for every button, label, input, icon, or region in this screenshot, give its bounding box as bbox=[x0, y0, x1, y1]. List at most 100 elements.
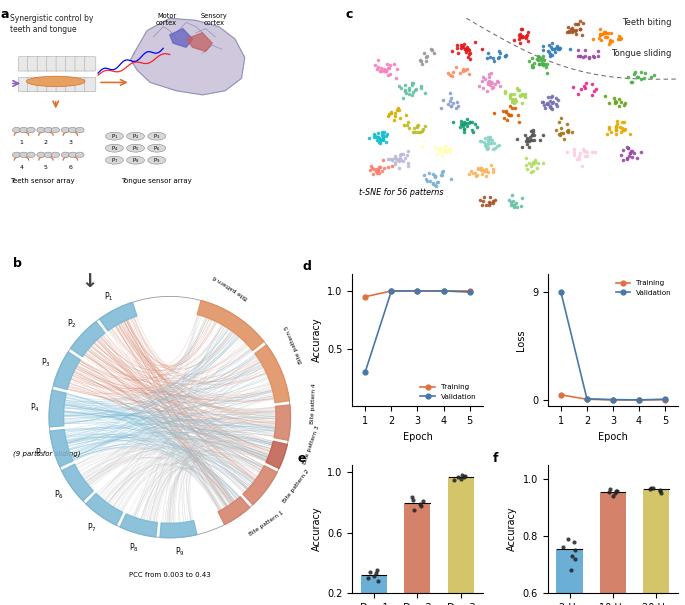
Point bbox=[638, 73, 649, 83]
Point bbox=[382, 162, 393, 172]
FancyBboxPatch shape bbox=[47, 77, 58, 92]
Point bbox=[372, 576, 383, 586]
Point bbox=[379, 65, 390, 75]
Point bbox=[480, 165, 491, 174]
Point bbox=[481, 144, 492, 154]
Point bbox=[451, 40, 462, 50]
Point bbox=[635, 148, 646, 157]
Point bbox=[408, 79, 419, 88]
Point bbox=[489, 79, 500, 89]
Point bbox=[545, 51, 556, 60]
Y-axis label: Accuracy: Accuracy bbox=[312, 506, 322, 551]
Point bbox=[445, 101, 456, 111]
Point bbox=[464, 48, 475, 58]
Point bbox=[373, 137, 384, 147]
Point bbox=[403, 146, 414, 155]
Point bbox=[367, 169, 378, 179]
Text: 1: 1 bbox=[20, 140, 23, 145]
Text: P$_{8}$: P$_{8}$ bbox=[129, 541, 138, 554]
Point bbox=[485, 68, 496, 78]
Text: P$_{7}$: P$_{7}$ bbox=[87, 522, 97, 534]
Bar bbox=[361, 575, 387, 605]
Point bbox=[482, 167, 493, 177]
Text: P$_{3}$: P$_{3}$ bbox=[153, 132, 160, 140]
Point bbox=[636, 67, 647, 77]
Point bbox=[556, 123, 566, 133]
Point bbox=[375, 134, 386, 144]
FancyBboxPatch shape bbox=[56, 77, 67, 92]
FancyBboxPatch shape bbox=[75, 57, 86, 71]
Point bbox=[462, 65, 473, 74]
Point bbox=[416, 142, 427, 151]
Point bbox=[403, 90, 414, 99]
Point bbox=[538, 131, 549, 140]
Point bbox=[625, 148, 636, 158]
Point bbox=[388, 116, 399, 125]
Text: Bite pattern 1: Bite pattern 1 bbox=[249, 510, 285, 537]
Point bbox=[388, 59, 399, 69]
Point bbox=[419, 171, 430, 180]
Point bbox=[377, 132, 388, 142]
Point bbox=[451, 62, 462, 71]
Point bbox=[380, 67, 391, 76]
Point bbox=[553, 43, 564, 53]
Point bbox=[389, 108, 400, 117]
Point bbox=[364, 133, 375, 143]
Point bbox=[529, 136, 540, 145]
Bar bbox=[556, 549, 582, 605]
Point bbox=[602, 129, 613, 139]
Point bbox=[431, 149, 442, 159]
FancyBboxPatch shape bbox=[66, 77, 77, 92]
Point bbox=[590, 84, 601, 94]
Point bbox=[475, 163, 486, 172]
Point bbox=[464, 117, 475, 126]
Point bbox=[537, 51, 548, 60]
Point bbox=[460, 118, 471, 128]
Point bbox=[546, 104, 557, 114]
Point bbox=[404, 123, 415, 132]
Point bbox=[507, 94, 518, 103]
Point bbox=[385, 108, 396, 117]
Point bbox=[419, 48, 429, 58]
Point bbox=[522, 135, 533, 145]
Training bbox=[361, 293, 369, 300]
Point bbox=[476, 166, 487, 175]
Point bbox=[562, 27, 573, 37]
Point bbox=[377, 131, 388, 140]
Point bbox=[387, 154, 398, 164]
Point bbox=[569, 148, 580, 157]
Point bbox=[514, 33, 525, 42]
Point bbox=[377, 155, 388, 165]
Point bbox=[412, 120, 423, 130]
Point bbox=[366, 161, 377, 171]
Point bbox=[456, 119, 466, 128]
Point bbox=[580, 146, 590, 155]
Line: Validation: Validation bbox=[363, 289, 472, 374]
Point bbox=[374, 162, 385, 172]
Text: P$_{1}$: P$_{1}$ bbox=[111, 132, 118, 140]
Text: P$_{9}$: P$_{9}$ bbox=[153, 155, 160, 165]
Point bbox=[608, 93, 619, 103]
Point bbox=[395, 153, 406, 163]
Point bbox=[471, 171, 482, 180]
Point bbox=[523, 136, 534, 145]
Point bbox=[458, 42, 469, 52]
Circle shape bbox=[51, 127, 60, 132]
Point bbox=[623, 72, 634, 82]
Point bbox=[494, 47, 505, 56]
Point bbox=[461, 45, 472, 54]
Point bbox=[506, 89, 516, 99]
Point bbox=[469, 38, 480, 47]
Point bbox=[603, 28, 614, 38]
Point bbox=[456, 43, 466, 53]
Point bbox=[575, 24, 586, 34]
Point bbox=[456, 41, 466, 50]
Point bbox=[525, 132, 536, 142]
Circle shape bbox=[37, 152, 45, 157]
Point bbox=[528, 128, 539, 137]
Point bbox=[492, 76, 503, 85]
Point bbox=[610, 486, 621, 495]
Point bbox=[364, 165, 375, 175]
Point bbox=[482, 79, 493, 88]
Point bbox=[437, 167, 448, 177]
